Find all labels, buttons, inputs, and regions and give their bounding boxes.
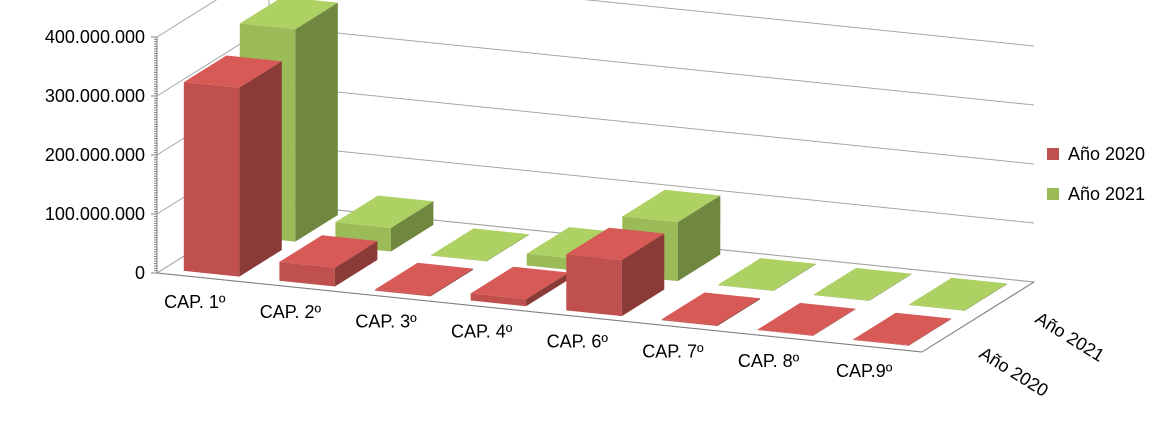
y-tick-label: 200.000.000 [45, 145, 145, 165]
bar-top-face [566, 227, 665, 261]
category-label: CAP. 8º [738, 351, 800, 371]
bar-side-face [239, 61, 282, 277]
bar-año-2020 [183, 55, 282, 277]
y-tick-label: 300.000.000 [45, 86, 145, 106]
bar-front-face [909, 304, 965, 311]
bar-side-face [964, 283, 1008, 311]
category-label: CAP.9º [836, 361, 893, 381]
axes [151, 36, 1035, 353]
bar-top-face [909, 277, 1008, 311]
bar-año-2021 [717, 258, 816, 291]
bar-top-face [717, 258, 816, 291]
bar-side-face [717, 298, 760, 326]
legend-swatch [1047, 148, 1059, 160]
bar-top-face [661, 292, 760, 325]
y-tick-label: 0 [135, 263, 145, 283]
bar-top-face [757, 302, 856, 336]
bar-top-face [622, 189, 721, 223]
bars [183, 0, 1008, 346]
gridline [156, 0, 1035, 47]
bar-año-2020 [279, 235, 378, 287]
depth-axis [921, 281, 1035, 353]
bar-año-2021 [813, 267, 912, 301]
y-tick-label: 400.000.000 [45, 27, 145, 47]
category-axis [156, 272, 923, 353]
bar-front-face [853, 339, 909, 346]
bar-año-2021 [909, 277, 1008, 311]
bar-front-face [717, 284, 774, 291]
bar-front-face [375, 289, 431, 297]
bar-año-2020 [375, 262, 474, 297]
bar-side-face [486, 234, 530, 262]
bar-año-2020 [661, 292, 760, 326]
bar-side-face [621, 233, 665, 317]
bar-top-face [183, 55, 282, 88]
bar-side-face [773, 263, 816, 291]
bar-top-face [853, 312, 952, 346]
bar-año-2020 [566, 227, 665, 317]
bar-top-face [813, 267, 912, 301]
bar-front-face [183, 82, 240, 277]
bar-año-2020 [470, 266, 569, 307]
bar-top-face [279, 235, 378, 268]
bar-side-face [813, 308, 856, 336]
bar-front-face [757, 329, 813, 336]
bar-top-face [431, 228, 530, 261]
bar-side-face [677, 195, 721, 282]
legend-label: Año 2021 [1068, 184, 1145, 204]
bar-año-2021 [431, 228, 530, 262]
bar-top-face [335, 195, 434, 228]
depth-axis-label: Año 2021 [1032, 308, 1108, 366]
bar-front-face [661, 319, 718, 326]
category-label: CAP. 7º [642, 341, 704, 361]
category-label: CAP. 3º [355, 312, 417, 332]
bar-front-face [813, 294, 869, 301]
bar-side-face [390, 201, 434, 252]
bar-side-face [295, 2, 338, 242]
legend: Año 2020 Año 2021 [1047, 144, 1145, 204]
bar-año-2020 [853, 312, 952, 346]
bar-side-face [334, 241, 378, 287]
bar-front-face [431, 255, 487, 262]
bar-top-face [470, 266, 569, 300]
bar-front-face [279, 261, 335, 287]
depth-axis-label: Año 2020 [976, 343, 1052, 401]
category-label: CAP. 2º [260, 302, 322, 322]
legend-swatch [1047, 188, 1059, 200]
category-label: CAP. 1º [164, 292, 226, 312]
legend-label: Año 2020 [1068, 144, 1145, 164]
y-tick-label: 100.000.000 [45, 204, 145, 224]
bar-año-2020 [757, 302, 856, 336]
bar-front-face [470, 293, 527, 307]
bar-top-face [375, 262, 474, 296]
bar-side-face [430, 268, 474, 297]
category-label: CAP. 6º [547, 331, 609, 351]
category-label: CAP. 4º [451, 322, 513, 342]
bar-front-face [566, 254, 622, 317]
bar-side-face [908, 318, 952, 346]
bar-side-face [526, 272, 569, 307]
bar-side-face [869, 273, 912, 301]
bar-top-face [239, 0, 338, 30]
